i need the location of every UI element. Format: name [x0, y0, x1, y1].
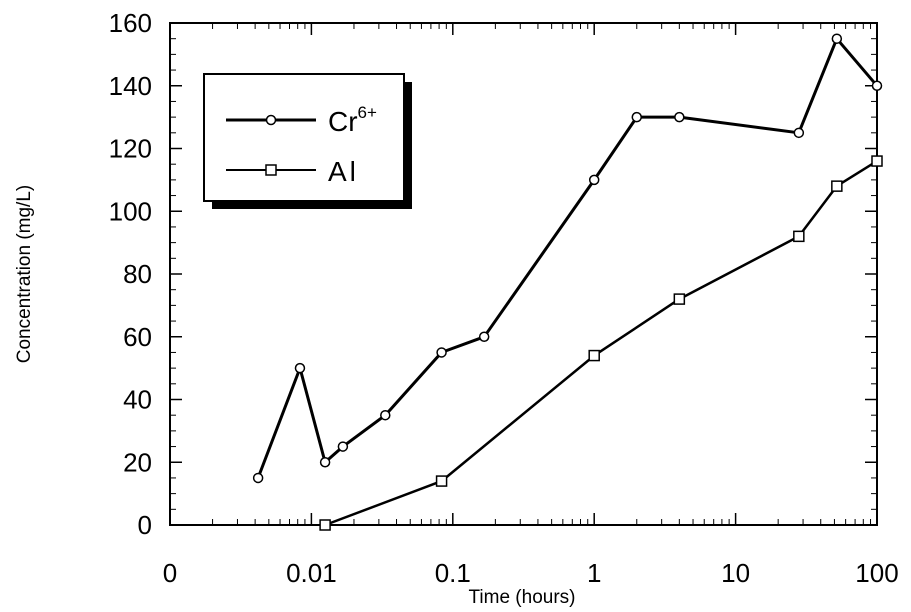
- y-tick-label: 0: [138, 510, 152, 540]
- legend-label-al: Al: [328, 156, 359, 187]
- y-tick-label: 80: [123, 259, 152, 289]
- legend-label-cr-base: Cr: [328, 106, 358, 137]
- y-tick-label: 60: [123, 322, 152, 352]
- data-point-square: [793, 230, 805, 243]
- x-tick-label: 100: [855, 558, 898, 588]
- data-point-square: [831, 180, 843, 192]
- legend-label-cr: Cr6+: [328, 103, 377, 137]
- data-point-circle: [831, 33, 843, 44]
- data-point-circle: [337, 441, 349, 452]
- y-tick-label: 140: [109, 71, 152, 101]
- x-ticks: 0 0.01 0.1 1 10 100: [163, 23, 899, 588]
- x-tick-label: 0.01: [286, 558, 337, 588]
- data-point-circle: [380, 409, 391, 421]
- y-tick-label: 20: [123, 447, 152, 477]
- series-layer: [252, 33, 883, 531]
- y-tick-label: 160: [109, 8, 152, 38]
- y-axis-title: Concentration (mg/L): [14, 185, 35, 363]
- x-tick-label: 0.1: [435, 558, 471, 588]
- data-point-square: [673, 293, 686, 305]
- x-tick-label: 10: [721, 558, 750, 588]
- data-point-circle: [436, 347, 447, 358]
- x-tick-label: 0: [163, 558, 177, 588]
- legend-marker-cr: [265, 114, 277, 126]
- x-axis-title: Time (hours): [469, 587, 576, 608]
- data-point-square: [588, 349, 600, 362]
- data-point-circle: [252, 472, 264, 484]
- legend-label-cr-sup: 6+: [358, 103, 377, 122]
- data-point-circle: [588, 174, 600, 186]
- data-point-circle: [478, 331, 490, 342]
- legend: Cr6+ Al: [203, 73, 412, 209]
- y-tick-label: 40: [123, 385, 152, 415]
- data-point-square: [871, 155, 883, 167]
- data-point-circle: [871, 80, 883, 91]
- data-point-circle: [674, 111, 685, 123]
- legend-box: [203, 73, 405, 202]
- data-point-circle: [319, 457, 331, 468]
- legend-marker-al: [265, 164, 277, 176]
- series-line-1: [324, 160, 878, 527]
- data-point-circle: [631, 111, 643, 123]
- y-ticks: 0 20 40 60 80 100 120 140 160: [109, 8, 877, 540]
- data-point-circle: [294, 362, 306, 374]
- x-tick-label: 1: [587, 558, 601, 588]
- data-point-circle: [793, 127, 805, 139]
- y-tick-label: 120: [109, 134, 152, 164]
- data-point-square: [435, 475, 448, 487]
- y-tick-label: 100: [109, 196, 152, 226]
- data-point-square: [319, 519, 331, 531]
